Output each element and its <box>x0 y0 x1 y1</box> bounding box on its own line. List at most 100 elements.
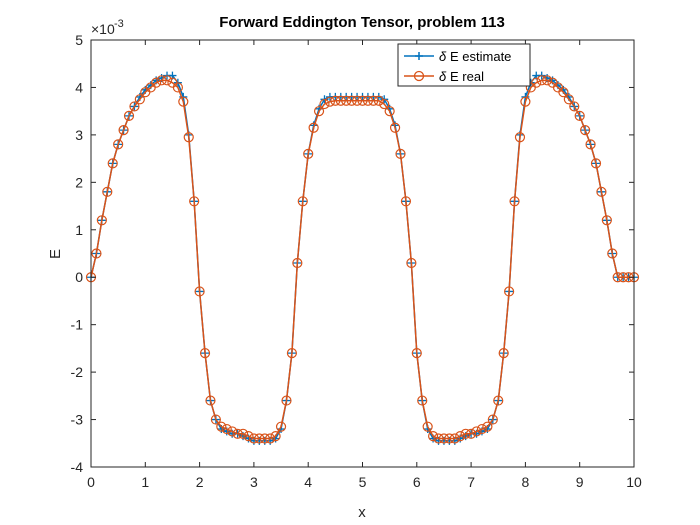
legend-marker-real <box>413 70 425 82</box>
data-point-real <box>281 395 292 406</box>
data-point-real <box>520 96 531 107</box>
data-point-real <box>221 423 232 435</box>
x-tick-label: 6 <box>413 474 421 490</box>
legend-item-real: δ E real <box>404 69 484 84</box>
data-point-real <box>384 106 395 117</box>
x-tick-label: 2 <box>196 474 204 490</box>
data-point-real <box>590 158 602 169</box>
data-point-real <box>330 95 341 106</box>
legend-label-real: E real <box>450 69 484 84</box>
data-point-real <box>183 132 194 143</box>
data-point-real <box>357 95 368 106</box>
data-point-real <box>563 94 574 105</box>
data-point-real <box>531 77 542 88</box>
data-point-real <box>427 431 439 442</box>
y-axis-label: E <box>47 249 64 259</box>
data-point-real <box>270 431 281 442</box>
data-point-real <box>346 95 357 106</box>
data-point-real <box>351 95 363 106</box>
data-point-real <box>248 433 259 444</box>
data-point-real <box>368 95 379 106</box>
legend-box <box>397 43 531 87</box>
data-point-real <box>558 87 569 98</box>
data-point-real <box>134 94 145 105</box>
data-point-real <box>151 77 162 88</box>
data-point-real <box>303 148 314 159</box>
data-point-real <box>580 125 591 136</box>
data-point-real <box>129 101 140 112</box>
data-point-real <box>542 75 553 86</box>
data-point-real <box>254 433 265 444</box>
y-ticks: -4 -3 -2 -1 0 1 2 3 4 5 <box>71 32 634 475</box>
data-point-real <box>216 421 227 432</box>
data-point-real <box>113 139 124 150</box>
data-point-real <box>227 426 238 437</box>
y-exponent-base: ×10 <box>91 21 115 37</box>
data-point-real <box>574 110 585 122</box>
plot-area <box>91 40 634 467</box>
data-point-real <box>243 431 254 442</box>
data-point-real <box>324 96 336 107</box>
y-exponent-label: ×10 -3 <box>91 18 124 37</box>
data-point-real <box>449 433 460 444</box>
data-point-real <box>417 395 428 406</box>
data-point-real <box>596 186 607 197</box>
data-point-real <box>194 286 205 297</box>
y-tick-label: -2 <box>71 364 84 380</box>
data-point-real <box>232 428 243 439</box>
data-point-real <box>389 122 401 133</box>
data-point-real <box>292 257 303 269</box>
data-point-real <box>438 433 450 444</box>
legend-label-estimate: E estimate <box>450 49 511 64</box>
x-tick-label: 4 <box>304 474 312 490</box>
data-point-real <box>504 286 515 297</box>
data-point-real <box>189 196 200 207</box>
legend: δ E estimate δ E real <box>397 43 531 87</box>
data-point-real <box>362 95 374 106</box>
data-point-real <box>569 101 580 112</box>
data-point-real <box>618 272 629 283</box>
data-point-real <box>91 248 102 259</box>
data-point-real <box>237 428 249 439</box>
data-point-real <box>612 272 623 283</box>
data-point-real <box>482 421 493 432</box>
data-point-real <box>493 395 504 406</box>
data-point-real <box>444 433 455 444</box>
data-point-real <box>102 186 113 197</box>
y-tick-label: 2 <box>75 174 83 190</box>
x-axis-label: x <box>358 504 366 521</box>
data-point-real <box>297 196 308 207</box>
data-point-real <box>455 431 466 442</box>
data-point-real <box>422 421 433 432</box>
data-point-real <box>471 426 482 437</box>
data-point-real <box>406 257 417 269</box>
legend-item-estimate: δ E estimate <box>404 49 511 64</box>
data-point-real <box>341 95 352 106</box>
data-point-real <box>601 215 612 226</box>
y-tick-label: -4 <box>71 459 84 475</box>
data-point-real <box>319 98 330 110</box>
data-point-real <box>498 348 509 359</box>
data-point-real <box>96 215 107 226</box>
data-point-real <box>156 75 167 86</box>
x-tick-label: 10 <box>626 474 642 490</box>
data-point-real <box>118 125 129 136</box>
data-point-real <box>476 423 488 435</box>
data-point-real <box>460 428 471 439</box>
y-tick-label: -1 <box>71 317 84 333</box>
data-point-real <box>275 421 287 432</box>
data-point-real <box>335 95 346 106</box>
data-point-real <box>286 348 298 359</box>
y-tick-label: 3 <box>75 127 83 143</box>
x-tick-label: 8 <box>522 474 530 490</box>
data-point-real <box>433 433 444 444</box>
data-point-real <box>514 132 526 143</box>
data-point-real <box>373 95 384 106</box>
y-tick-label: 1 <box>75 222 83 238</box>
y-tick-label: 0 <box>75 269 83 285</box>
data-point-real <box>205 395 216 406</box>
series-layer <box>85 71 640 445</box>
legend-marker-estimate <box>415 52 423 60</box>
y-exponent-power: -3 <box>114 18 124 30</box>
data-point-real <box>607 248 618 259</box>
